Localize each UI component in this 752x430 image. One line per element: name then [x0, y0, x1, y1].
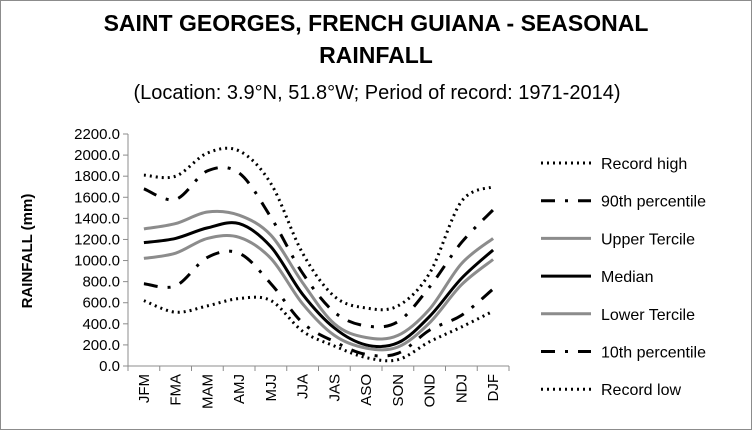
series-line-lower-tercile: [143, 234, 495, 352]
chart-subtitle: (Location: 3.9°N, 51.8°W; Period of reco…: [133, 82, 621, 104]
y-tick-label: 2200.0: [74, 126, 120, 143]
y-tick-label: 600.0: [82, 295, 120, 312]
y-tick-label: 0.0: [99, 358, 120, 375]
x-tick-label: JJA: [295, 374, 312, 399]
x-tick-label: MAM: [199, 374, 216, 409]
legend-label-upper-tercile: Upper Tercile: [601, 231, 695, 248]
x-tick-label: FMA: [168, 374, 185, 406]
y-tick-label: 1200.0: [74, 231, 120, 248]
x-tick-label: JFM: [136, 374, 153, 403]
x-tick-label: MJJ: [263, 374, 280, 402]
series-line-10th-percentile: [143, 249, 495, 358]
x-tick-label: NDJ: [453, 374, 470, 403]
y-tick-label: 1600.0: [74, 189, 120, 206]
chart-title: SAINT GEORGES, FRENCH GUIANA - SEASONAL …: [103, 10, 649, 68]
legend-label-10th-percentile: 10th percentile: [601, 345, 706, 362]
x-tick-label: AMJ: [231, 374, 248, 404]
legend-label-record-low: Record low: [601, 382, 681, 399]
series-line-upper-tercile: [143, 209, 495, 341]
y-tick-label: 800.0: [82, 274, 120, 291]
y-tick-label: 200.0: [82, 337, 120, 354]
y-tick-label: 1000.0: [74, 253, 120, 270]
x-tick-label: OND: [422, 374, 439, 408]
x-tick-label: JAS: [326, 374, 343, 402]
x-tick-label: ASO: [358, 374, 375, 406]
series-line-record-high: [143, 146, 494, 312]
y-tick-label: 2000.0: [74, 147, 120, 164]
x-tick-label: SON: [390, 374, 407, 407]
legend-label-median: Median: [601, 269, 653, 286]
y-tick-label: 400.0: [82, 316, 120, 333]
legend-label-lower-tercile: Lower Tercile: [601, 307, 695, 324]
series-lines: [143, 146, 495, 363]
x-tick-label: DJF: [485, 374, 502, 402]
series-line-record-low: [143, 295, 494, 363]
y-tick-label: 1400.0: [74, 210, 120, 227]
y-tick-label: 1800.0: [74, 168, 120, 185]
legend: Record high 90th percentile Upper Tercile M…: [541, 156, 706, 399]
series-line-90th-percentile: [143, 165, 495, 329]
x-tick-labels: JFM FMA MAM AMJ MJJ JJA JAS ASO SON OND NDJ DJF: [136, 374, 502, 409]
axes: [123, 133, 510, 371]
legend-label-record-high: Record high: [601, 156, 687, 173]
legend-label-90th-percentile: 90th percentile: [601, 194, 706, 211]
series-line-median: [143, 221, 495, 349]
y-tick-labels: 0.0 200.0 400.0 600.0 800.0 1000.0 1200.0 1400.…: [74, 126, 120, 375]
